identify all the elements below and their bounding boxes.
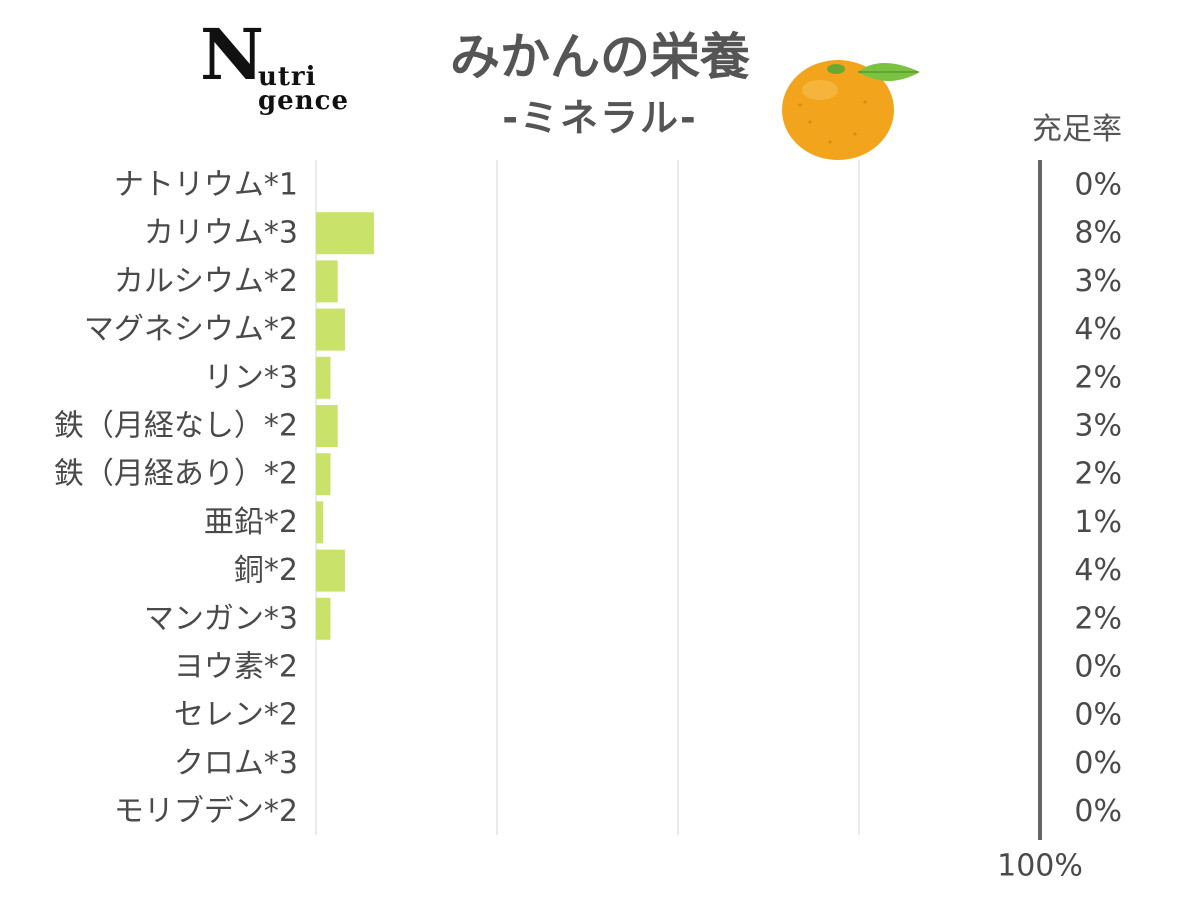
grid-layer <box>315 160 860 835</box>
page-title: みかんの栄養 <box>450 28 750 86</box>
category-label-9: マンガン*3 <box>144 601 298 636</box>
value-label-9: 2% <box>1074 601 1122 636</box>
nutrigence-logo: N utri gence <box>198 20 368 136</box>
orange-stem <box>827 64 845 74</box>
value-label-3: 4% <box>1074 312 1122 347</box>
category-label-0: ナトリウム*1 <box>114 168 298 203</box>
bar-6 <box>316 453 331 496</box>
bar-4 <box>316 356 331 399</box>
value-label-12: 0% <box>1074 746 1122 781</box>
value-label-11: 0% <box>1074 698 1122 733</box>
value-label-6: 2% <box>1074 457 1122 492</box>
value-label-4: 2% <box>1074 360 1122 395</box>
value-label-7: 1% <box>1074 505 1122 540</box>
category-label-11: セレン*2 <box>174 698 298 733</box>
value-labels: 0% 8% 3% 4% 2% 3% 2% 1% 4% 2% 0% 0% 0% 0% <box>1074 168 1122 830</box>
value-label-5: 3% <box>1074 409 1122 444</box>
category-label-2: カルシウム*2 <box>114 264 298 299</box>
value-label-10: 0% <box>1074 650 1122 685</box>
category-label-3: マグネシウム*2 <box>84 312 298 347</box>
category-label-13: モリブデン*2 <box>114 794 298 829</box>
category-label-5: 鉄（月経なし）*2 <box>54 409 298 444</box>
bar-9 <box>316 597 331 640</box>
category-labels: ナトリウム*1 カリウム*3 カルシウム*2 マグネシウム*2 リン*3 鉄（月経なし）*… <box>54 168 298 830</box>
logo-text-line2: gence <box>258 86 349 116</box>
category-label-7: 亜鉛*2 <box>204 505 298 540</box>
bar-5 <box>316 405 338 447</box>
category-label-8: 銅*2 <box>234 553 298 588</box>
value-label-2: 3% <box>1074 264 1122 299</box>
value-column-header: 充足率 <box>1032 112 1122 147</box>
value-label-1: 8% <box>1074 216 1122 251</box>
bar-1 <box>316 212 374 255</box>
bar-8 <box>316 549 345 592</box>
value-label-8: 4% <box>1074 553 1122 588</box>
logo-letter-n: N <box>200 13 264 96</box>
bar-3 <box>316 308 345 351</box>
bar-7 <box>316 501 324 544</box>
category-label-1: カリウム*3 <box>144 216 298 251</box>
value-label-13: 0% <box>1074 794 1122 829</box>
category-label-10: ヨウ素*2 <box>174 650 298 685</box>
reference-label: 100% <box>997 849 1083 884</box>
value-label-0: 0% <box>1074 168 1122 203</box>
category-label-6: 鉄（月経あり）*2 <box>54 457 298 492</box>
orange-icon <box>782 60 920 160</box>
bar-2 <box>316 260 338 303</box>
bars-layer <box>316 212 374 640</box>
logo-text-line1: utri <box>258 62 317 92</box>
orange-highlight <box>802 80 838 100</box>
category-label-12: クロム*3 <box>174 746 298 781</box>
category-label-4: リン*3 <box>204 360 298 395</box>
page-subtitle: -ミネラル- <box>502 96 698 140</box>
